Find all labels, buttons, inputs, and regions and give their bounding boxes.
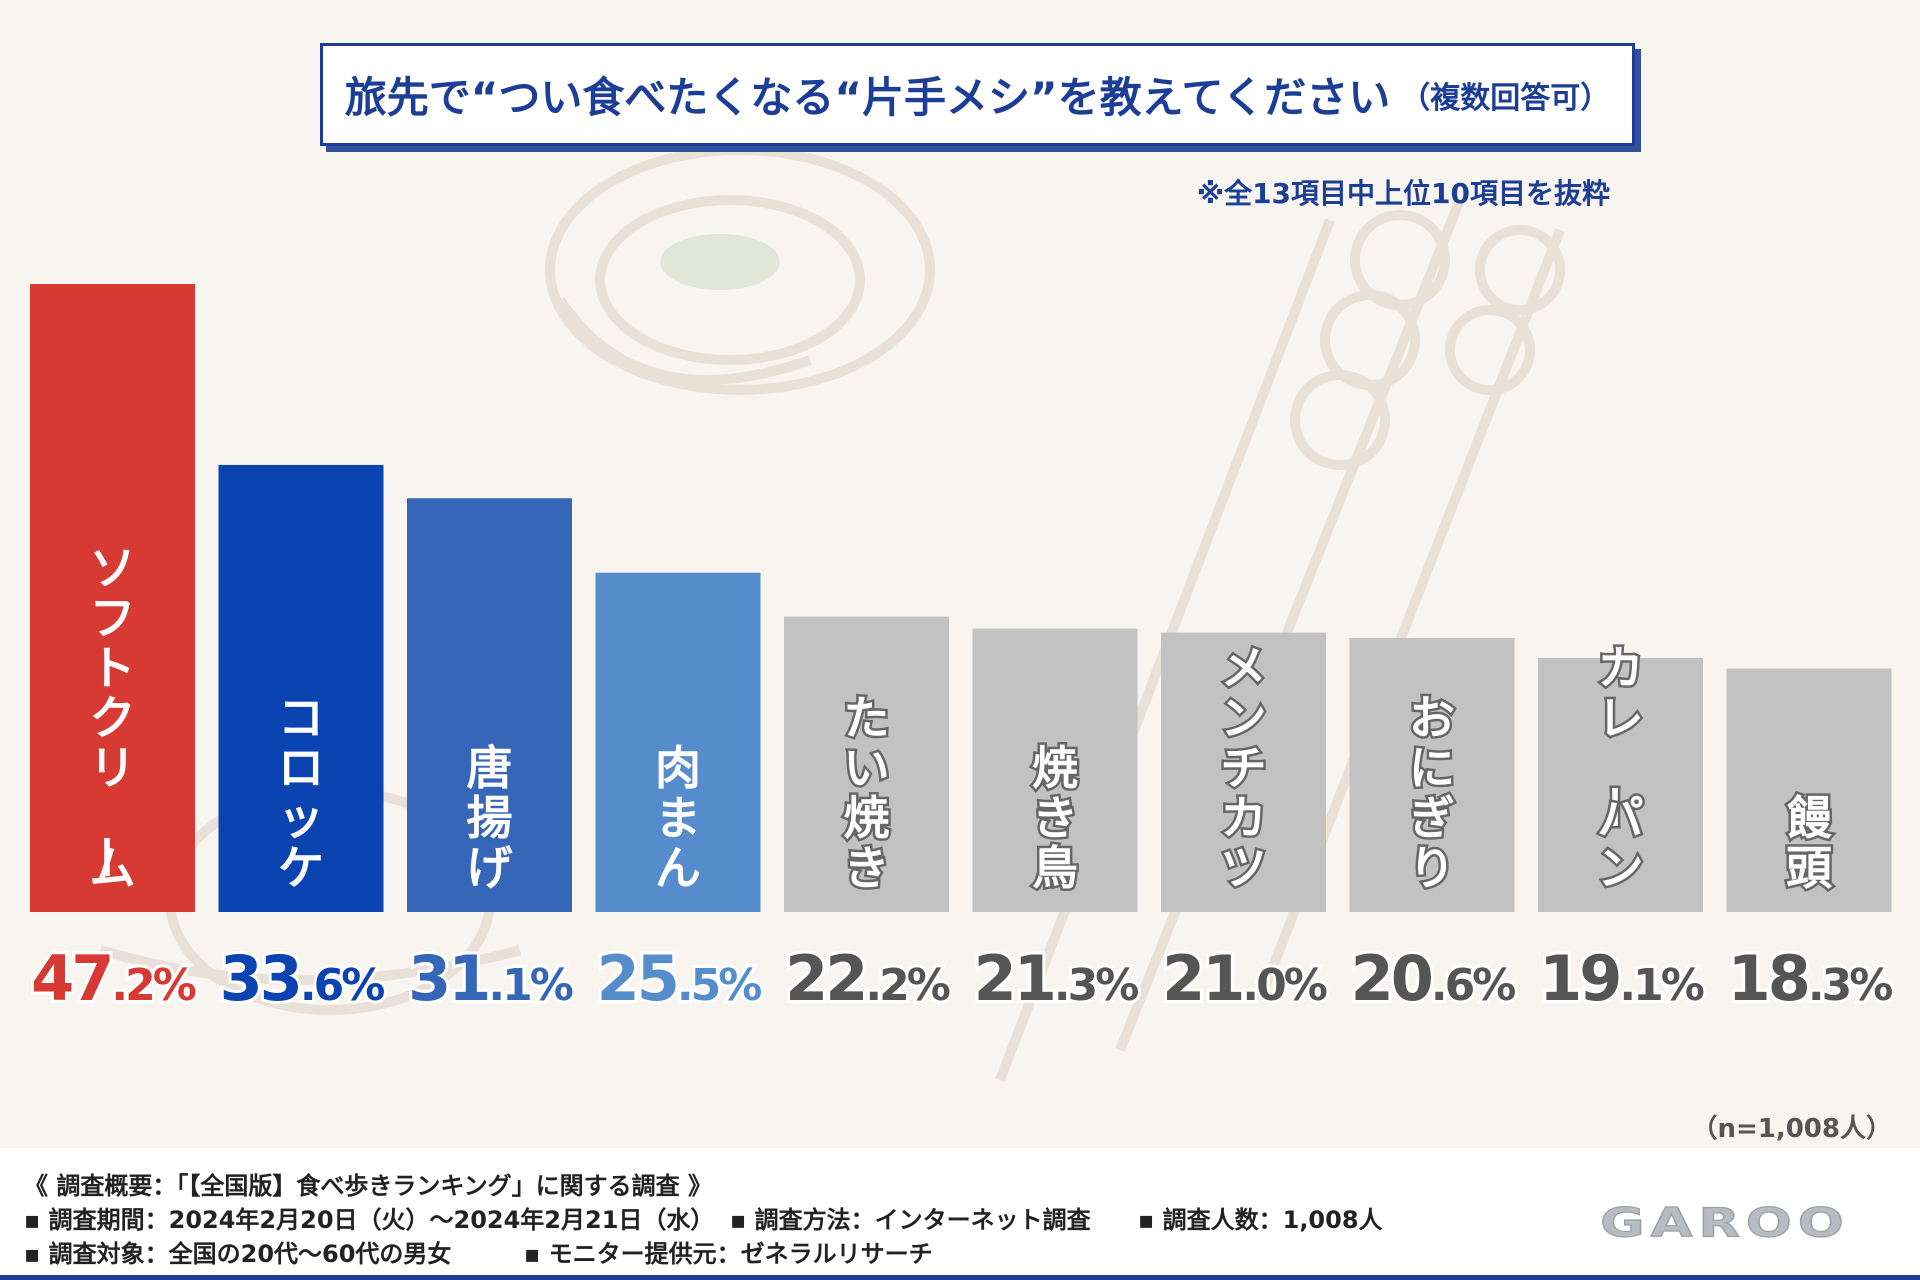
- garoo-logo: GAROO: [1600, 1199, 1849, 1247]
- value-label-8: 20.6%: [1351, 942, 1516, 1015]
- bar-10: [1726, 668, 1892, 912]
- bar-4: [595, 572, 761, 912]
- value-label-9: 19.1%: [1539, 942, 1704, 1015]
- value-label-6: 21.3%: [974, 942, 1139, 1015]
- bar-label-4: 肉まん: [655, 741, 701, 895]
- bar-label-6: 焼き鳥: [1032, 741, 1078, 895]
- value-label-2: 33.6%: [220, 942, 385, 1015]
- bar-label-8: おにぎり: [1409, 691, 1455, 895]
- survey-provider: ▪ モニター提供元：ゼネラルリサーチ: [524, 1240, 933, 1268]
- survey-footer: 《 調査概要：「【全国版】食べ歩きランキング」に関する調査 》 ▪ 調査期間：2…: [0, 1148, 1920, 1280]
- garoo-logo-text: GAROO: [1600, 1200, 1849, 1247]
- bar-label-9: カレーパン: [1587, 641, 1644, 895]
- bar-label-2: コロッケ: [278, 691, 324, 895]
- value-label-10: 18.3%: [1728, 942, 1893, 1015]
- chart-title-sub: （複数回答可）: [1400, 80, 1611, 116]
- sample-size-label: （n=1,008人）: [1691, 1114, 1892, 1144]
- bar-9: [1538, 657, 1703, 912]
- bar-5: [784, 616, 949, 912]
- survey-heading: 《 調査概要：「【全国版】食べ歩きランキング」に関する調査 》: [24, 1172, 712, 1200]
- survey-target: ▪ 調査対象：全国の20代～60代の男女: [24, 1240, 452, 1268]
- bar-8: [1349, 637, 1515, 912]
- bar-1: [30, 284, 195, 912]
- chart-title: 旅先で“つい食べたくなる“片手メシ”を教えてください: [344, 73, 1391, 122]
- value-label-5: 22.2%: [785, 942, 950, 1015]
- chart-title-box: 旅先で“つい食べたくなる“片手メシ”を教えてください （複数回答可）: [320, 43, 1635, 146]
- bar-2: [218, 464, 384, 912]
- value-label-4: 25.5%: [597, 942, 762, 1015]
- value-label-3: 31.1%: [408, 942, 573, 1015]
- bar-label-7: メンチカツ: [1221, 641, 1267, 895]
- selection-note: ※全13項目中上位10項目を抜粋: [1196, 177, 1610, 210]
- survey-method: ▪ 調査方法：インターネット調査: [730, 1206, 1091, 1234]
- bar-label-5: たい焼き: [844, 691, 890, 895]
- bar-6: [972, 628, 1138, 912]
- bar-3: [407, 498, 572, 912]
- bar-label-10: 饅頭: [1786, 791, 1833, 895]
- value-label-7: 21.0%: [1162, 942, 1327, 1015]
- bar-7: [1161, 632, 1326, 912]
- survey-period: ▪ 調査期間：2024年2月20日（火）～2024年2月21日（水）: [24, 1206, 715, 1234]
- value-label-1: 47.2%: [31, 942, 196, 1015]
- bar-label-3: 唐揚げ: [467, 741, 513, 895]
- survey-count: ▪ 調査人数：1,008人: [1138, 1206, 1383, 1234]
- bar-label-1: ソフトクリーム: [79, 541, 136, 895]
